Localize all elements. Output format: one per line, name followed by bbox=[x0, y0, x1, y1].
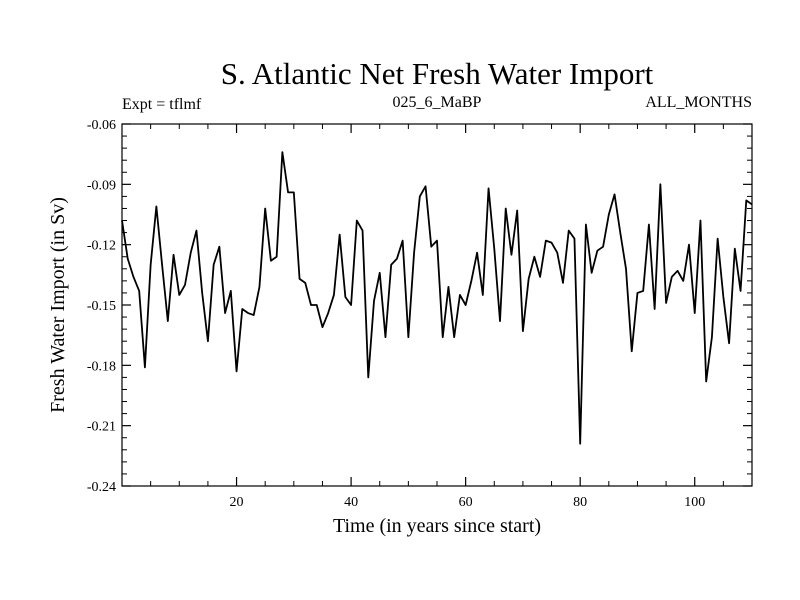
y-axis-label: Fresh Water Import (in Sv) bbox=[47, 197, 69, 413]
x-tick-label: 20 bbox=[230, 495, 244, 510]
x-tick-label: 40 bbox=[344, 495, 358, 510]
y-tick-label: -0.15 bbox=[87, 299, 116, 314]
y-tick-label: -0.18 bbox=[87, 359, 116, 374]
y-tick-label: -0.06 bbox=[87, 118, 116, 133]
plot-frame bbox=[121, 123, 753, 487]
y-tick-label: -0.24 bbox=[87, 480, 116, 495]
season-label: ALL_MONTHS bbox=[645, 94, 752, 111]
y-axis-ticks: -0.24 -0.21 -0.18 -0.15 -0.12 -0.09 -0.06 bbox=[87, 118, 752, 495]
run-label: 025_6_MaBP bbox=[393, 94, 482, 111]
x-axis-label: Time (in years since start) bbox=[333, 515, 541, 537]
x-tick-label: 100 bbox=[684, 495, 705, 510]
x-axis-ticks: 20 40 60 80 100 bbox=[150, 124, 724, 510]
y-tick-label: -0.12 bbox=[87, 239, 116, 254]
x-tick-label: 80 bbox=[573, 495, 587, 510]
experiment-label: Expt = tflmf bbox=[122, 96, 202, 113]
y-tick-label: -0.21 bbox=[87, 420, 116, 435]
series-line bbox=[121, 151, 753, 445]
y-tick-label: -0.09 bbox=[87, 178, 116, 193]
x-tick-label: 60 bbox=[459, 495, 473, 510]
chart-title: S. Atlantic Net Fresh Water Import bbox=[221, 56, 654, 91]
